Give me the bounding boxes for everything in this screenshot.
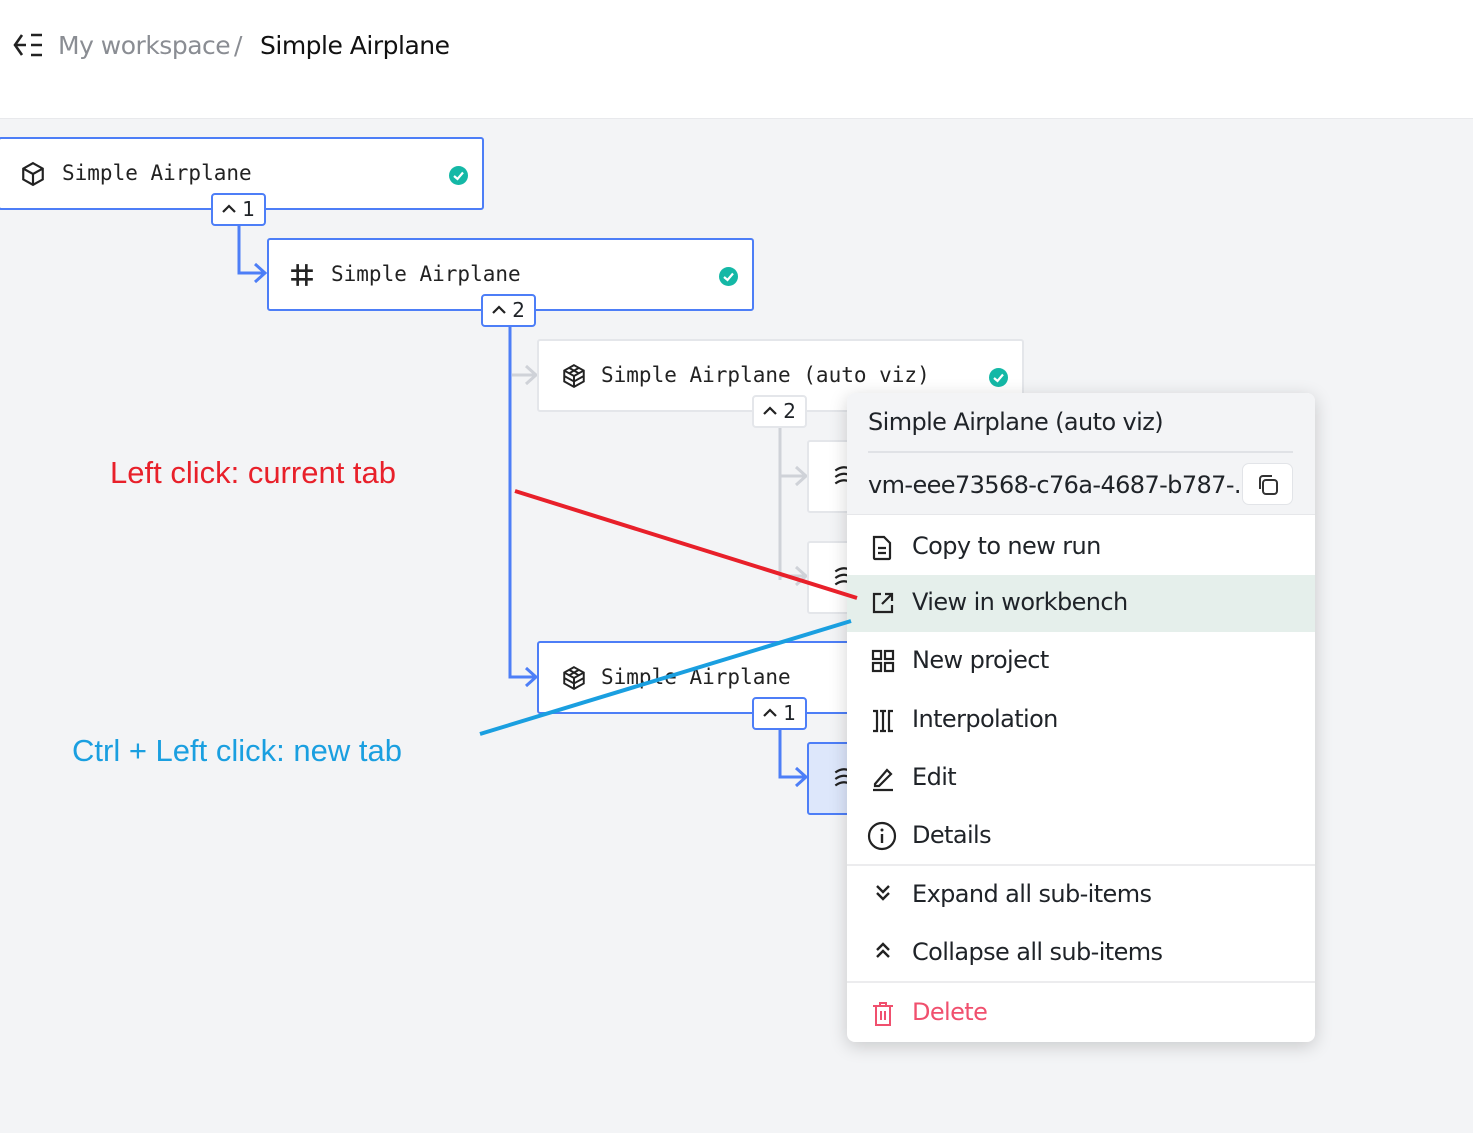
- menu-item-label: Copy to new run: [912, 532, 1101, 560]
- menu-item-label: Edit: [912, 763, 957, 791]
- menu-item-label: Collapse all sub-items: [912, 938, 1163, 966]
- menu-item-edit[interactable]: Edit: [847, 750, 1315, 807]
- menu-item-label: Interpolation: [912, 705, 1058, 733]
- document-icon: [872, 535, 892, 561]
- node-label: Simple Airplane: [62, 161, 252, 185]
- breadcrumb-current: Simple Airplane: [260, 31, 450, 60]
- package-icon: [563, 364, 585, 388]
- annotation-ctrl-click: Ctrl + Left click: new tab: [72, 733, 402, 768]
- menu-item-label: Details: [912, 821, 992, 849]
- collapse-badge[interactable]: 1: [752, 697, 807, 730]
- breadcrumb-workspace[interactable]: My workspace: [58, 31, 231, 60]
- item-id: vm-eee73568-c76a-4687-b787-...: [868, 471, 1256, 499]
- pencil-icon: [873, 768, 893, 792]
- chevrons-down-icon: [876, 885, 890, 901]
- menu-item-interpolation[interactable]: Interpolation: [847, 692, 1315, 749]
- node-label: Simple Airplane (auto viz): [601, 363, 930, 387]
- menu-item-collapse-all[interactable]: Collapse all sub-items: [847, 925, 1315, 982]
- node-label: Simple Airplane: [331, 262, 521, 286]
- breadcrumb-separator: /: [234, 31, 242, 60]
- menu-item-label: View in workbench: [912, 588, 1128, 616]
- external-link-icon: [872, 592, 894, 614]
- child-count: 1: [783, 701, 796, 725]
- chevrons-up-icon: [876, 942, 890, 958]
- context-menu-header: Simple Airplane (auto viz) vm-eee73568-c…: [847, 393, 1315, 515]
- package-icon: [563, 666, 585, 690]
- menu-item-expand-all[interactable]: Expand all sub-items: [847, 867, 1315, 924]
- grid-icon: [871, 649, 895, 673]
- collapse-badge[interactable]: 2: [481, 294, 536, 327]
- copy-icon: [1259, 475, 1278, 495]
- menu-item-details[interactable]: Details: [847, 808, 1315, 865]
- success-check-icon: [449, 166, 468, 185]
- interpolation-icon: [873, 709, 893, 733]
- context-menu: Simple Airplane (auto viz) vm-eee73568-c…: [847, 393, 1315, 1042]
- divider: [847, 864, 1315, 866]
- child-count: 2: [512, 298, 525, 322]
- top-bar: My workspace / Simple Airplane: [0, 0, 1473, 119]
- copy-id-button[interactable]: [1242, 463, 1293, 505]
- info-icon: [867, 821, 897, 851]
- menu-item-new-project[interactable]: New project: [847, 633, 1315, 690]
- success-check-icon: [719, 267, 738, 286]
- grid-icon: [291, 264, 313, 286]
- child-count: 1: [242, 197, 255, 221]
- divider: [847, 981, 1315, 983]
- node-label: Simple Airplane: [601, 665, 791, 689]
- trash-icon: [873, 1002, 893, 1026]
- collapse-left-icon[interactable]: [12, 30, 44, 60]
- collapse-badge[interactable]: 1: [211, 193, 266, 226]
- cube-icon: [22, 161, 44, 187]
- menu-item-label: New project: [912, 646, 1049, 674]
- menu-item-delete[interactable]: Delete: [847, 985, 1315, 1042]
- menu-item-label: Delete: [912, 998, 988, 1026]
- success-check-icon: [989, 368, 1008, 387]
- menu-item-view-in-workbench[interactable]: View in workbench: [847, 575, 1315, 632]
- menu-item-label: Expand all sub-items: [912, 880, 1152, 908]
- divider: [868, 451, 1293, 453]
- menu-item-copy-to-new-run[interactable]: Copy to new run: [847, 519, 1315, 576]
- child-count: 2: [783, 399, 796, 423]
- menu-title: Simple Airplane (auto viz): [868, 408, 1164, 436]
- tree-node[interactable]: Simple Airplane: [537, 641, 887, 714]
- collapse-badge[interactable]: 2: [752, 395, 807, 428]
- annotation-left-click: Left click: current tab: [110, 455, 397, 490]
